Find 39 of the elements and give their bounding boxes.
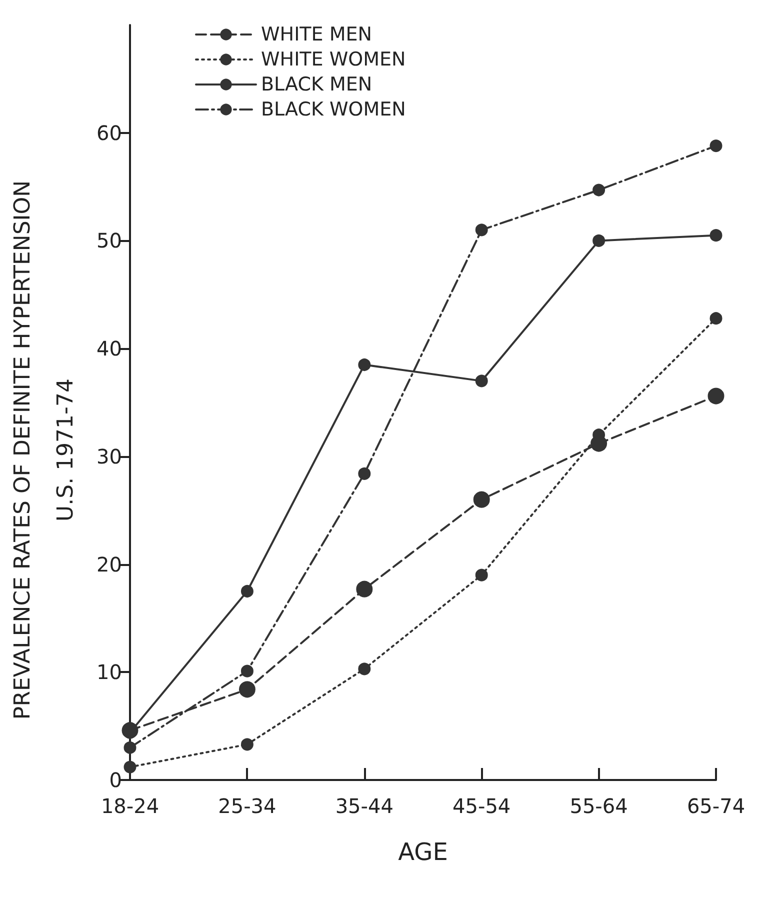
point <box>592 234 606 247</box>
legend-label: BLACK WOMEN <box>261 98 406 120</box>
x-tick-label: 45-54 <box>452 794 511 818</box>
legend-label: BLACK MEN <box>261 74 372 96</box>
point <box>124 760 136 774</box>
point <box>475 374 488 388</box>
y-tick-label: 0 <box>109 768 122 792</box>
y-axis-title: PREVALENCE RATES OF DEFINITE HYPERTENSION U.S. 1971-74 <box>10 180 78 720</box>
point <box>356 580 373 598</box>
x-tick-label: 65-74 <box>686 794 746 818</box>
x-tick-label: 35-44 <box>335 794 394 818</box>
x-axis-title: AGE <box>398 838 448 866</box>
y-tick-label: 40 <box>96 336 122 361</box>
point <box>124 741 136 754</box>
x-tick-label: 18-24 <box>100 794 160 818</box>
point <box>240 585 254 598</box>
point <box>592 184 606 196</box>
point <box>708 388 724 404</box>
point <box>240 738 254 751</box>
point <box>473 491 490 508</box>
legend-label: WHITE WOMEN <box>261 48 406 70</box>
y-tick-label: 20 <box>96 552 122 576</box>
y-tick-label: 30 <box>96 444 122 468</box>
point <box>238 681 256 698</box>
x-tick-label: 25-34 <box>218 794 276 818</box>
y-tick-label: 60 <box>96 120 122 145</box>
point <box>710 312 722 325</box>
point <box>358 662 371 676</box>
point <box>475 224 488 236</box>
point <box>358 467 371 480</box>
point <box>710 229 722 242</box>
y-tick-label: 50 <box>96 228 122 253</box>
x-tick-label: 55-64 <box>570 794 628 818</box>
point <box>710 140 722 152</box>
point <box>240 664 254 678</box>
legend-label: WHITE MEN <box>261 24 372 46</box>
y-tick-label: 10 <box>96 660 122 684</box>
point <box>358 358 371 371</box>
point <box>475 568 488 582</box>
